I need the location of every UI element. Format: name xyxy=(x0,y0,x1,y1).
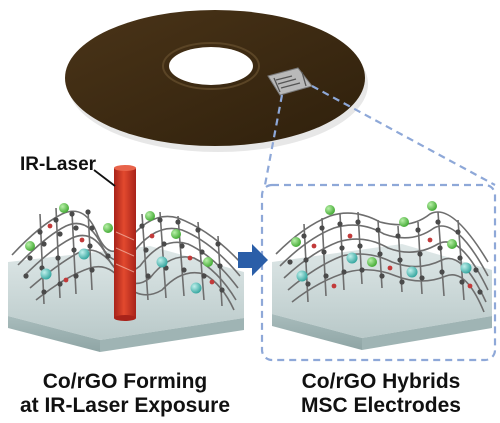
right-caption: Co/rGO Hybrids MSC Electrodes xyxy=(262,370,500,418)
laser-label-pointer xyxy=(93,169,116,187)
zoom-outline xyxy=(260,85,497,362)
disc-illustration xyxy=(65,10,368,152)
zoom-frame xyxy=(260,183,497,362)
left-caption-line2: at IR-Laser Exposure xyxy=(19,394,231,417)
right-oxygen-atoms xyxy=(311,233,473,289)
laser-beam xyxy=(114,165,136,321)
right-caption-line1: Co/rGO Hybrids xyxy=(301,370,461,393)
left-cobalt-atoms xyxy=(25,203,213,294)
right-cobalt-atoms xyxy=(291,201,472,282)
electrode-chip xyxy=(267,67,313,96)
left-caption: Co/rGO Forming at IR-Laser Exposure xyxy=(0,370,250,418)
disc-rim xyxy=(162,42,260,90)
zoom-line-left xyxy=(263,94,284,186)
transition-arrow xyxy=(238,244,268,276)
right-substrate xyxy=(272,244,492,350)
right-caption-line2: MSC Electrodes xyxy=(301,394,461,417)
laser-label: IR-Laser xyxy=(20,154,97,175)
left-caption-line1: Co/rGO Forming xyxy=(42,370,208,393)
zoom-line-right xyxy=(311,85,496,186)
disc-hole xyxy=(169,47,253,85)
left-oxygen-atoms xyxy=(47,223,215,285)
right-carbon-atoms xyxy=(287,219,483,295)
